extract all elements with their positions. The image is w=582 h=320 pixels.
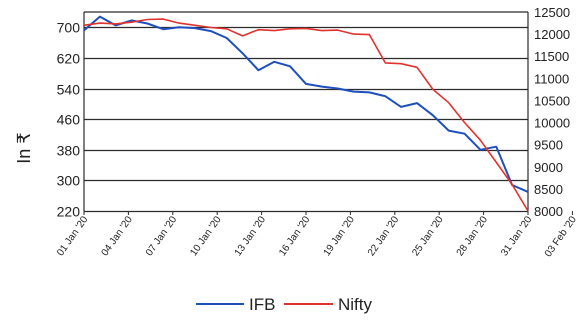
x-tick-label: 25 Jan '20 (410, 214, 446, 258)
left-tick-label: 220 (57, 204, 81, 220)
x-axis: 01 Jan '20 04 Jan '20 07 Jan '20 10 Jan '20… (55, 211, 579, 259)
series-line-ifb (83, 15, 529, 193)
x-tick-label: 07 Jan '20 (144, 214, 180, 258)
legend-nifty-label: Nifty (338, 295, 373, 314)
right-tick-label: 8500 (534, 182, 563, 197)
x-tick-label: 28 Jan '20 (455, 214, 491, 258)
right-tick-label: 11500 (534, 49, 569, 64)
right-tick-label: 9000 (534, 160, 563, 175)
right-axis: 12500 12000 11500 11000 10500 10000 9500 9000 85… (534, 5, 570, 219)
right-tick-label: 10000 (534, 116, 570, 131)
right-tick-label: 8000 (534, 204, 563, 219)
legend-ifb-label: IFB (249, 295, 275, 314)
x-tick-label: 10 Jan '20 (188, 214, 224, 258)
left-axis: 700 620 540 460 380 300 220 (57, 20, 81, 220)
series-line-nifty (83, 18, 529, 212)
x-tick-label: 01 Jan '20 (55, 214, 91, 258)
left-tick-label: 700 (57, 20, 81, 36)
right-tick-label: 12000 (534, 27, 570, 42)
left-tick-label: 620 (57, 51, 81, 67)
legend: IFB Nifty (196, 295, 373, 314)
y-axis-label: In ₹ (14, 132, 34, 163)
right-tick-label: 9500 (534, 138, 563, 153)
x-tick-label: 04 Jan '20 (100, 214, 136, 258)
x-tick-label: 16 Jan '20 (277, 214, 313, 258)
x-tick-label: 22 Jan '20 (366, 214, 402, 258)
left-tick-label: 300 (57, 173, 81, 189)
left-tick-label: 380 (57, 143, 81, 159)
x-tick-label: 13 Jan '20 (233, 214, 269, 258)
gridlines (83, 11, 529, 213)
x-tick-label: 03 Feb '20 (543, 214, 579, 259)
x-tick-label: 19 Jan '20 (322, 214, 358, 258)
right-tick-label: 12500 (534, 5, 570, 20)
right-tick-label: 11000 (534, 71, 569, 86)
series-layer (83, 15, 529, 212)
left-tick-label: 540 (57, 82, 81, 98)
left-tick-label: 460 (57, 112, 81, 128)
x-tick-label: 31 Jan '20 (499, 214, 535, 258)
right-tick-label: 10500 (534, 93, 570, 108)
